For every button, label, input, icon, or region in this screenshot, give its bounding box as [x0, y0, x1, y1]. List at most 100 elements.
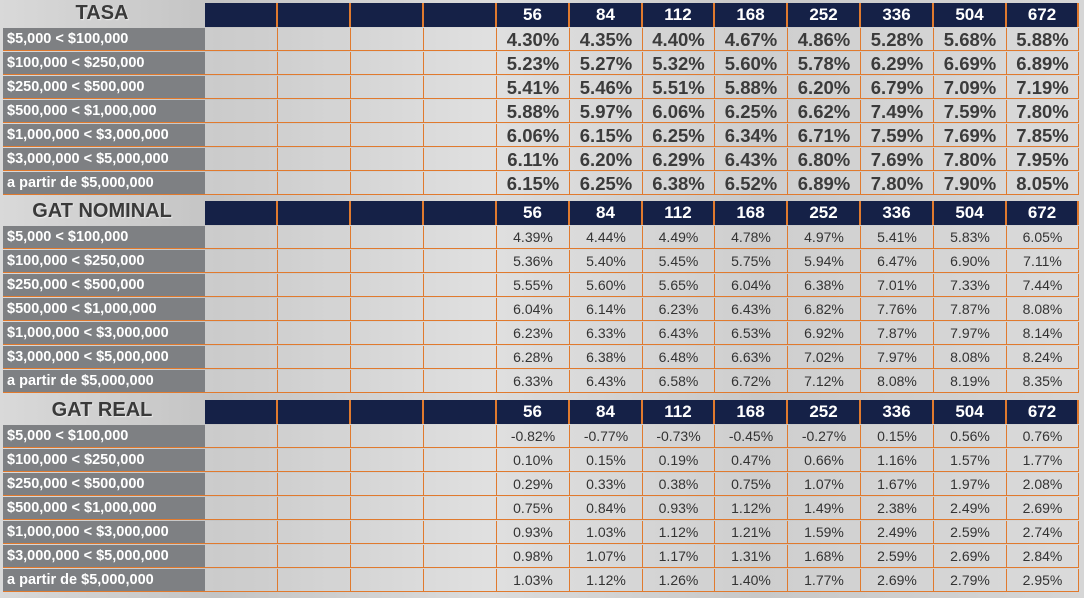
- rate-cell: 2.69%: [934, 545, 1007, 568]
- rate-cell: 1.17%: [643, 545, 715, 568]
- blank-cell: [424, 52, 497, 75]
- blank-cell: [205, 274, 278, 297]
- rate-cell: 5.60%: [715, 52, 788, 75]
- column-header-336: 336: [861, 400, 934, 424]
- rate-cell: 7.01%: [861, 274, 934, 297]
- rate-cell: 1.59%: [788, 521, 861, 544]
- rate-cell: 0.38%: [643, 473, 715, 496]
- blank-cell: [351, 52, 424, 75]
- blank-cell: [424, 473, 497, 496]
- blank-cell: [351, 76, 424, 99]
- rate-cell: 1.77%: [1007, 449, 1079, 472]
- row-label: $250,000 < $500,000: [3, 274, 205, 297]
- rate-cell: 7.69%: [861, 148, 934, 171]
- rate-cell: 6.52%: [715, 172, 788, 195]
- rate-cell: 0.75%: [715, 473, 788, 496]
- rate-cell: 4.39%: [497, 226, 570, 249]
- rate-cell: 5.75%: [715, 250, 788, 273]
- rate-cell: 2.49%: [934, 497, 1007, 520]
- rate-cell: 6.34%: [715, 124, 788, 147]
- rate-cell: 6.25%: [643, 124, 715, 147]
- blank-cell: [278, 28, 351, 51]
- rate-cell: 1.40%: [715, 569, 788, 592]
- rate-cell: 6.71%: [788, 124, 861, 147]
- column-header-168: 168: [715, 400, 788, 424]
- blank-cell: [205, 226, 278, 249]
- rate-cell: 5.28%: [861, 28, 934, 51]
- rate-cell: 1.07%: [570, 545, 643, 568]
- rate-cell: 0.29%: [497, 473, 570, 496]
- table-row: $1,000,000 < $3,000,000 6.06% 6.15% 6.25% 6.…: [0, 124, 1084, 147]
- rate-cell: 6.29%: [643, 148, 715, 171]
- table-row: $500,000 < $1,000,000 6.04% 6.14% 6.23% 6.43…: [0, 298, 1084, 321]
- rate-cell: 1.67%: [861, 473, 934, 496]
- blank-cell: [278, 521, 351, 544]
- blank-cell: [424, 28, 497, 51]
- header-blank-cell: [205, 400, 278, 424]
- table-row: $100,000 < $250,000 5.23% 5.27% 5.32% 5.60% 5…: [0, 52, 1084, 75]
- rate-cell: 4.78%: [715, 226, 788, 249]
- blank-cell: [424, 148, 497, 171]
- table-row: $500,000 < $1,000,000 0.75% 0.84% 0.93% 1.12…: [0, 497, 1084, 520]
- rate-cell: 1.03%: [570, 521, 643, 544]
- header-row: GAT NOMINAL 56 84 112 168 252 336 504 672: [0, 200, 1084, 225]
- rate-cell: 5.88%: [1007, 28, 1079, 51]
- blank-cell: [424, 370, 497, 393]
- row-label: $5,000 < $100,000: [3, 226, 205, 249]
- row-label: $500,000 < $1,000,000: [3, 298, 205, 321]
- row-label: $500,000 < $1,000,000: [3, 497, 205, 520]
- rate-cell: 0.56%: [934, 425, 1007, 448]
- rate-cell: 0.15%: [570, 449, 643, 472]
- row-label: $100,000 < $250,000: [3, 250, 205, 273]
- blank-cell: [424, 545, 497, 568]
- blank-cell: [351, 521, 424, 544]
- blank-cell: [424, 569, 497, 592]
- rate-cell: 6.82%: [788, 298, 861, 321]
- column-header-252: 252: [788, 3, 861, 27]
- blank-cell: [351, 449, 424, 472]
- rate-cell: 6.43%: [715, 298, 788, 321]
- blank-cell: [278, 52, 351, 75]
- rate-cell: 7.87%: [934, 298, 1007, 321]
- rate-cell: 2.95%: [1007, 569, 1079, 592]
- blank-cell: [424, 497, 497, 520]
- rate-cell: 6.53%: [715, 322, 788, 345]
- rate-cell: 2.84%: [1007, 545, 1079, 568]
- table-row: $3,000,000 < $5,000,000 6.28% 6.38% 6.48% 6.…: [0, 346, 1084, 369]
- rate-cell: 5.41%: [497, 76, 570, 99]
- rate-cell: 5.60%: [570, 274, 643, 297]
- rate-cell: 4.86%: [788, 28, 861, 51]
- blank-cell: [205, 28, 278, 51]
- rate-cell: 8.08%: [934, 346, 1007, 369]
- blank-cell: [351, 250, 424, 273]
- table-row: a partir de $5,000,000 6.33% 6.43% 6.58% 6.7…: [0, 370, 1084, 393]
- rate-cell: 6.92%: [788, 322, 861, 345]
- header-blank-cell: [351, 201, 424, 225]
- rate-cell: 7.69%: [934, 124, 1007, 147]
- blank-cell: [278, 250, 351, 273]
- rate-cell: 6.29%: [861, 52, 934, 75]
- row-label: $3,000,000 < $5,000,000: [3, 148, 205, 171]
- rate-cell: 6.43%: [643, 322, 715, 345]
- row-label: $1,000,000 < $3,000,000: [3, 322, 205, 345]
- blank-cell: [424, 449, 497, 472]
- blank-cell: [205, 76, 278, 99]
- rate-cell: 2.08%: [1007, 473, 1079, 496]
- rate-cell: 2.49%: [861, 521, 934, 544]
- rate-cell: 4.49%: [643, 226, 715, 249]
- rate-cell: 7.80%: [934, 148, 1007, 171]
- rate-cell: 5.94%: [788, 250, 861, 273]
- blank-cell: [351, 226, 424, 249]
- table-row: $3,000,000 < $5,000,000 6.11% 6.20% 6.29% 6.…: [0, 148, 1084, 171]
- rate-cell: 6.47%: [861, 250, 934, 273]
- rate-cell: 7.09%: [934, 76, 1007, 99]
- section-title: TASA: [75, 2, 129, 24]
- blank-cell: [278, 148, 351, 171]
- rate-cell: 7.95%: [1007, 148, 1079, 171]
- blank-cell: [351, 370, 424, 393]
- row-label: a partir de $5,000,000: [3, 569, 205, 592]
- blank-cell: [424, 226, 497, 249]
- rate-cell: 6.69%: [934, 52, 1007, 75]
- row-label: $3,000,000 < $5,000,000: [3, 346, 205, 369]
- blank-cell: [351, 298, 424, 321]
